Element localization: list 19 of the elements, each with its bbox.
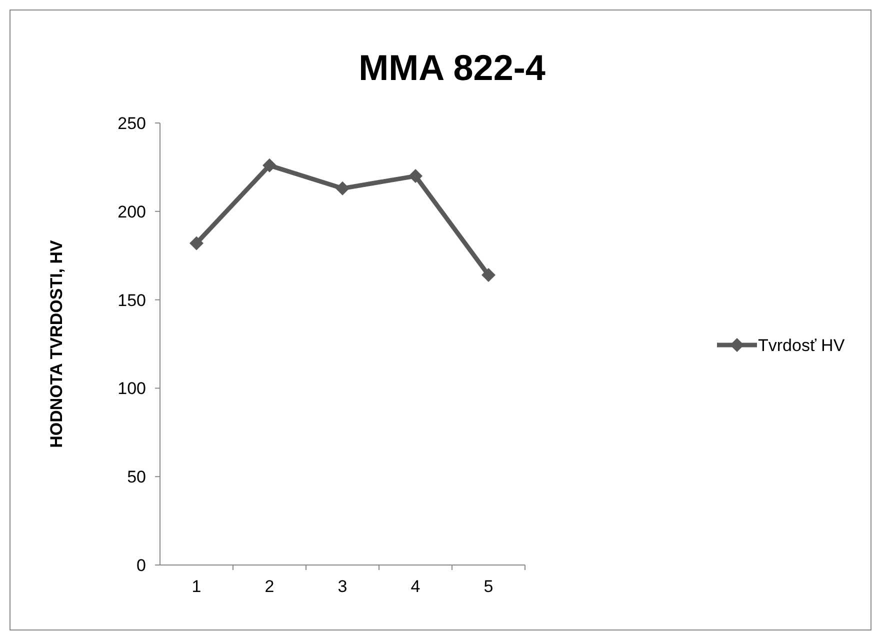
y-tick-label: 150 — [118, 290, 146, 310]
x-tick-label: 1 — [192, 577, 202, 596]
x-tick-label: 4 — [410, 577, 420, 596]
x-tick-label: 3 — [338, 577, 348, 596]
x-tick-label: 2 — [264, 577, 274, 596]
point — [336, 181, 350, 196]
y-tick-label: 250 — [118, 114, 146, 133]
y-tick-label: 100 — [118, 379, 146, 398]
y-tick-label: 0 — [136, 556, 146, 575]
legend-label: Tvrdosť HV — [758, 336, 846, 355]
x-tick-label: 5 — [484, 577, 494, 596]
point — [262, 158, 276, 172]
chart-title: MMA 822-4 — [358, 47, 546, 88]
y-tick-label: 200 — [118, 202, 146, 222]
point — [190, 236, 204, 250]
point — [408, 169, 422, 184]
y-axis-title: HODNOTA TVRDOSTI, HV — [47, 239, 66, 448]
y-tick-label: 50 — [127, 468, 146, 487]
point — [482, 268, 496, 282]
